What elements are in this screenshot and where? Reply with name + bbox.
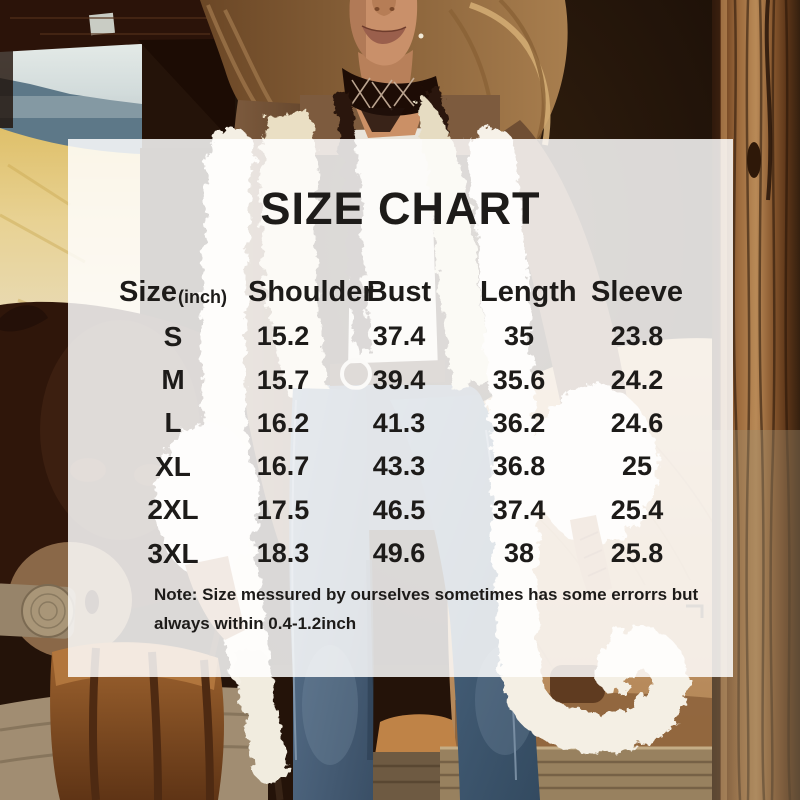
size-chart-title: SIZE CHART [260, 183, 541, 234]
size-label: Size [118, 275, 178, 308]
shoulder-value: 17.5 [256, 494, 310, 525]
size-chart-body: S 15.2 37.4 35 23.8 M 15.7 39.4 35.6 24.… [68, 315, 733, 575]
table-row: M 15.7 39.4 35.6 24.2 [98, 358, 733, 401]
size-value: S [163, 320, 183, 352]
length-value: 36.2 [492, 407, 546, 438]
size-value: XL [155, 450, 191, 482]
unit-label: (inch) [178, 286, 228, 307]
length-value: 35.6 [492, 364, 546, 395]
bust-value: 49.6 [372, 538, 426, 569]
length-value: 35 [503, 321, 535, 352]
bust-value: 37.4 [372, 321, 426, 352]
sleeve-value: 23.8 [610, 321, 664, 352]
table-row: 2XL 17.5 46.5 37.4 25.4 [98, 489, 733, 532]
size-note-line: Note: Size messured by ourselves sometim… [154, 585, 699, 604]
column-header-bust: Bust [366, 275, 432, 308]
table-row: S 15.2 37.4 35 23.8 [98, 315, 733, 358]
size-value: L [164, 407, 182, 439]
column-header-size: Size(inch) [98, 276, 248, 309]
earring [418, 33, 424, 39]
bust-value: 41.3 [372, 407, 426, 438]
wood-knot [747, 142, 761, 178]
sleeve-value: 25 [621, 451, 653, 482]
table-row: L 16.2 41.3 36.2 24.6 [98, 402, 733, 445]
column-header-length: Length [480, 275, 577, 308]
size-value: 3XL [147, 537, 199, 569]
length-value: 36.8 [492, 451, 546, 482]
bust-value: 39.4 [372, 364, 426, 395]
shoulder-value: 16.7 [256, 451, 310, 482]
size-value: 2XL [147, 494, 199, 526]
face [349, 0, 424, 66]
size-value: M [161, 364, 185, 396]
sleeve-value: 24.6 [610, 407, 664, 438]
bust-value: 46.5 [372, 494, 426, 525]
column-header-shoulder: Shoulder [248, 275, 374, 308]
length-value: 38 [503, 538, 535, 569]
table-row: XL 16.7 43.3 36.8 25 [98, 445, 733, 488]
shoulder-value: 15.2 [256, 321, 310, 352]
nose [372, 0, 396, 16]
sleeve-value: 25.8 [610, 538, 664, 569]
size-chart-header-row: Size(inch) Shoulder Bust Length Sleeve [98, 271, 733, 313]
size-chart-panel: SIZE CHART Size(inch) Shoulder Bust Leng… [68, 139, 733, 677]
shoulder-value: 18.3 [256, 538, 310, 569]
shoulder-value: 16.2 [256, 407, 310, 438]
column-header-sleeve: Sleeve [591, 275, 683, 308]
size-note: Note: Size messured by ourselves sometim… [154, 581, 744, 638]
length-value: 37.4 [492, 494, 546, 525]
table-row: 3XL 18.3 49.6 38 25.8 [98, 532, 733, 575]
shoulder-value: 15.7 [256, 364, 310, 395]
sleeve-value: 25.4 [610, 494, 664, 525]
sleeve-value: 24.2 [610, 364, 664, 395]
size-note-line: always within 0.4-1.2inch [154, 613, 357, 633]
bust-value: 43.3 [372, 451, 426, 482]
